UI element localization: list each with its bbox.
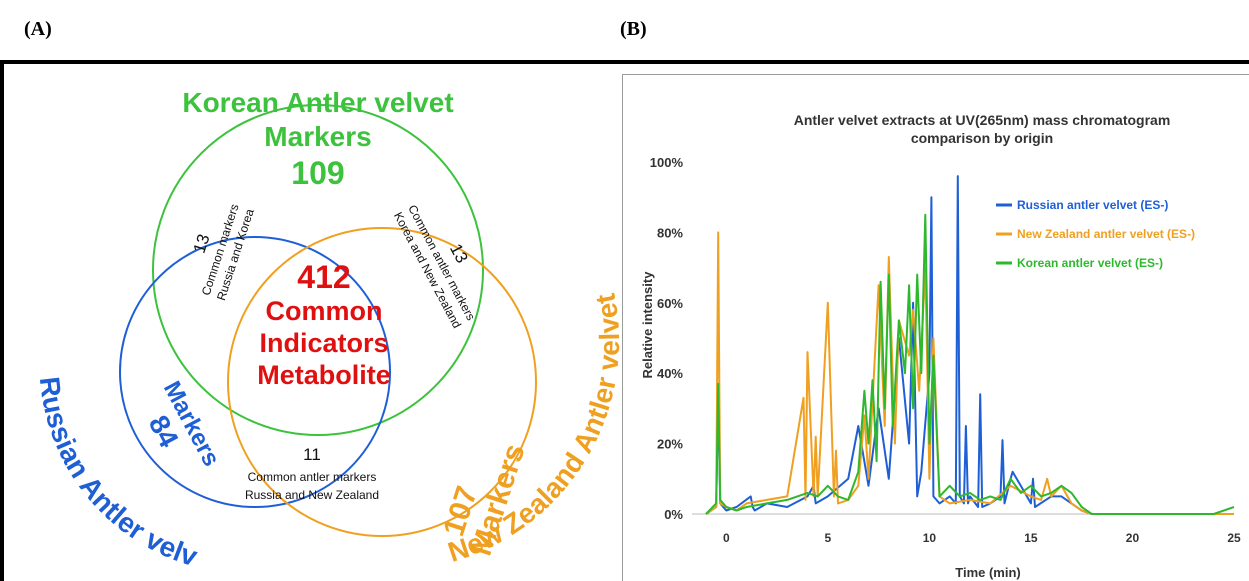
legend-label: Korean antler velvet (ES-) bbox=[1017, 256, 1163, 270]
legend-label: New Zealand antler velvet (ES-) bbox=[1017, 227, 1195, 241]
frame-left-border bbox=[0, 60, 4, 581]
legend-label: Russian antler velvet (ES-) bbox=[1017, 198, 1168, 212]
y-tick-label: 20% bbox=[657, 437, 683, 452]
korean-title-line1: Korean Antler velvet bbox=[182, 87, 453, 118]
center-line1: Common bbox=[266, 296, 383, 326]
x-tick-label: 25 bbox=[1227, 531, 1241, 545]
chart-title-line2: comparison by origin bbox=[911, 130, 1053, 146]
y-tick-labels: 0% 20% 40% 60% 80% 100% bbox=[650, 155, 684, 522]
russia-korea-group: 13 Common markers Russia and Korea bbox=[190, 202, 257, 302]
russia-nz-line1: Common antler markers bbox=[248, 470, 377, 484]
korean-circle bbox=[152, 104, 484, 436]
y-tick-label: 40% bbox=[657, 366, 683, 381]
russia-korea-count: 13 bbox=[190, 232, 214, 256]
chart-legend: Russian antler velvet (ES-) New Zealand a… bbox=[996, 198, 1195, 270]
x-tick-label: 5 bbox=[825, 531, 832, 545]
x-tick-label: 0 bbox=[723, 531, 730, 545]
frame-top-border bbox=[0, 60, 1249, 64]
russian-title: Russian Antler velvet bbox=[0, 60, 201, 572]
russian-markers-group: 84 Markers bbox=[143, 377, 225, 471]
y-tick-label: 60% bbox=[657, 296, 683, 311]
russian-circle bbox=[119, 236, 391, 508]
chromatogram-chart: Antler velvet extracts at UV(265nm) mass… bbox=[640, 112, 1241, 580]
x-axis-label: Time (min) bbox=[955, 565, 1021, 580]
x-tick-label: 15 bbox=[1024, 531, 1038, 545]
y-axis-label: Relative intensity bbox=[640, 271, 655, 379]
y-tick-label: 80% bbox=[657, 225, 683, 240]
series-lines bbox=[705, 175, 1235, 515]
korean-count: 109 bbox=[291, 155, 344, 191]
series-line-2 bbox=[705, 213, 1235, 515]
center-line2: Indicators bbox=[259, 328, 388, 358]
venn-diagram: Korean Antler velvet Markers 109 412 Com… bbox=[0, 60, 622, 572]
nz-circle bbox=[227, 227, 537, 537]
chart-title-line1: Antler velvet extracts at UV(265nm) mass… bbox=[794, 112, 1171, 128]
korean-title-line2: Markers bbox=[264, 121, 371, 152]
y-tick-label: 0% bbox=[664, 507, 683, 522]
x-tick-label: 10 bbox=[923, 531, 937, 545]
center-count: 412 bbox=[297, 259, 350, 295]
chart-frame bbox=[622, 74, 1249, 581]
center-line3: Metabolite bbox=[257, 360, 391, 390]
series-line-0 bbox=[705, 175, 1234, 515]
russia-nz-line2: Russia and New Zealand bbox=[245, 488, 379, 502]
panel-label-a: (A) bbox=[24, 18, 52, 40]
series-line-1 bbox=[705, 231, 1234, 515]
panel-label-b: (B) bbox=[620, 18, 647, 40]
y-tick-label: 100% bbox=[650, 155, 684, 170]
russia-nz-count: 11 bbox=[303, 445, 321, 464]
x-tick-labels: 0 5 10 15 20 25 bbox=[723, 531, 1241, 545]
x-tick-label: 20 bbox=[1126, 531, 1140, 545]
korea-nz-group: 13 Common antler markers Korea and New Z… bbox=[391, 203, 478, 331]
